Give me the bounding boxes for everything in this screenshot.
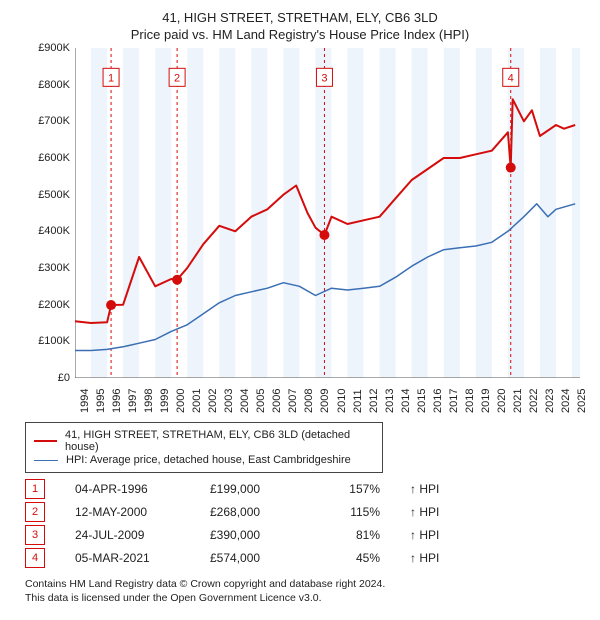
sale-suffix: ↑ HPI (410, 505, 439, 519)
x-axis-label: 2025 (576, 389, 588, 413)
sale-date: 12-MAY-2000 (75, 505, 180, 519)
y-axis-label: £100K (20, 335, 70, 347)
sale-price: £390,000 (210, 528, 290, 542)
footer-line-2: This data is licensed under the Open Gov… (25, 592, 580, 606)
sale-price: £199,000 (210, 482, 290, 496)
x-axis-label: 1996 (111, 389, 123, 413)
x-axis-label: 2006 (271, 389, 283, 413)
legend-swatch-property (34, 440, 57, 442)
sale-pct: 157% (320, 482, 380, 496)
x-axis-label: 2016 (432, 389, 444, 413)
sale-pct: 45% (320, 551, 380, 565)
page-title: 41, HIGH STREET, STRETHAM, ELY, CB6 3LD (10, 10, 590, 25)
x-axis-label: 2011 (352, 389, 364, 413)
x-axis-label: 2007 (287, 389, 299, 413)
y-axis-label: £700K (20, 115, 70, 127)
svg-text:4: 4 (508, 72, 514, 84)
sale-row: 4 05-MAR-2021 £574,000 45% ↑ HPI (25, 548, 580, 568)
sale-marker: 1 (25, 479, 45, 499)
x-axis-label: 2005 (255, 389, 267, 413)
sale-pct: 81% (320, 528, 380, 542)
x-axis-label: 2002 (207, 389, 219, 413)
sale-marker: 4 (25, 548, 45, 568)
sale-row: 2 12-MAY-2000 £268,000 115% ↑ HPI (25, 502, 580, 522)
x-axis-label: 1999 (159, 389, 171, 413)
y-axis-label: £500K (20, 189, 70, 201)
x-axis-label: 1994 (79, 389, 91, 413)
svg-text:2: 2 (174, 72, 180, 84)
x-axis-label: 2009 (319, 389, 331, 413)
y-axis-label: £600K (20, 152, 70, 164)
footer-attribution: Contains HM Land Registry data © Crown c… (25, 578, 580, 605)
sale-suffix: ↑ HPI (410, 528, 439, 542)
sale-price: £574,000 (210, 551, 290, 565)
legend-item-property: 41, HIGH STREET, STRETHAM, ELY, CB6 3LD … (34, 429, 374, 453)
sale-price: £268,000 (210, 505, 290, 519)
x-axis-label: 2012 (368, 389, 380, 413)
y-axis-label: £900K (20, 42, 70, 54)
x-axis-label: 2018 (464, 389, 476, 413)
svg-text:3: 3 (321, 72, 327, 84)
x-axis-label: 2014 (400, 389, 412, 413)
chart-plot: 1 2 3 4 (75, 48, 580, 378)
x-axis-label: 2024 (560, 389, 572, 413)
sales-table: 1 04-APR-1996 £199,000 157% ↑ HPI 2 12-MAY-200… (25, 479, 580, 568)
x-axis-label: 2015 (416, 389, 428, 413)
sale-row: 1 04-APR-1996 £199,000 157% ↑ HPI (25, 479, 580, 499)
x-axis-label: 2000 (175, 389, 187, 413)
svg-text:1: 1 (108, 72, 114, 84)
x-axis-label: 2010 (336, 389, 348, 413)
sale-suffix: ↑ HPI (410, 482, 439, 496)
sale-date: 04-APR-1996 (75, 482, 180, 496)
page-subtitle: Price paid vs. HM Land Registry's House … (10, 27, 590, 42)
legend-item-hpi: HPI: Average price, detached house, East… (34, 454, 374, 466)
x-axis-label: 2017 (448, 389, 460, 413)
footer-line-1: Contains HM Land Registry data © Crown c… (25, 578, 580, 592)
x-axis-label: 2020 (496, 389, 508, 413)
x-axis-label: 1995 (95, 389, 107, 413)
x-axis-label: 2013 (384, 389, 396, 413)
x-axis-label: 2019 (480, 389, 492, 413)
x-axis-label: 2003 (223, 389, 235, 413)
legend-swatch-hpi (34, 460, 58, 461)
x-axis-label: 2021 (512, 389, 524, 413)
y-axis-label: £200K (20, 299, 70, 311)
sale-marker: 3 (25, 525, 45, 545)
sale-date: 05-MAR-2021 (75, 551, 180, 565)
x-axis-label: 1998 (143, 389, 155, 413)
y-axis-label: £400K (20, 225, 70, 237)
sale-date: 24-JUL-2009 (75, 528, 180, 542)
sale-row: 3 24-JUL-2009 £390,000 81% ↑ HPI (25, 525, 580, 545)
y-axis-label: £300K (20, 262, 70, 274)
x-axis-label: 2001 (191, 389, 203, 413)
x-axis-label: 1997 (127, 389, 139, 413)
sale-pct: 115% (320, 505, 380, 519)
x-axis-label: 2008 (303, 389, 315, 413)
y-axis-label: £0 (20, 372, 70, 384)
sale-suffix: ↑ HPI (410, 551, 439, 565)
y-axis-label: £800K (20, 79, 70, 91)
legend-label-hpi: HPI: Average price, detached house, East… (66, 454, 351, 466)
x-axis-label: 2023 (544, 389, 556, 413)
sale-marker: 2 (25, 502, 45, 522)
x-axis-label: 2004 (239, 389, 251, 413)
x-axis-label: 2022 (528, 389, 540, 413)
legend-label-property: 41, HIGH STREET, STRETHAM, ELY, CB6 3LD … (65, 429, 374, 453)
legend: 41, HIGH STREET, STRETHAM, ELY, CB6 3LD … (25, 422, 383, 473)
chart-area: £0 £100K £200K £300K £400K £500K £600K £700K £80… (20, 48, 580, 418)
